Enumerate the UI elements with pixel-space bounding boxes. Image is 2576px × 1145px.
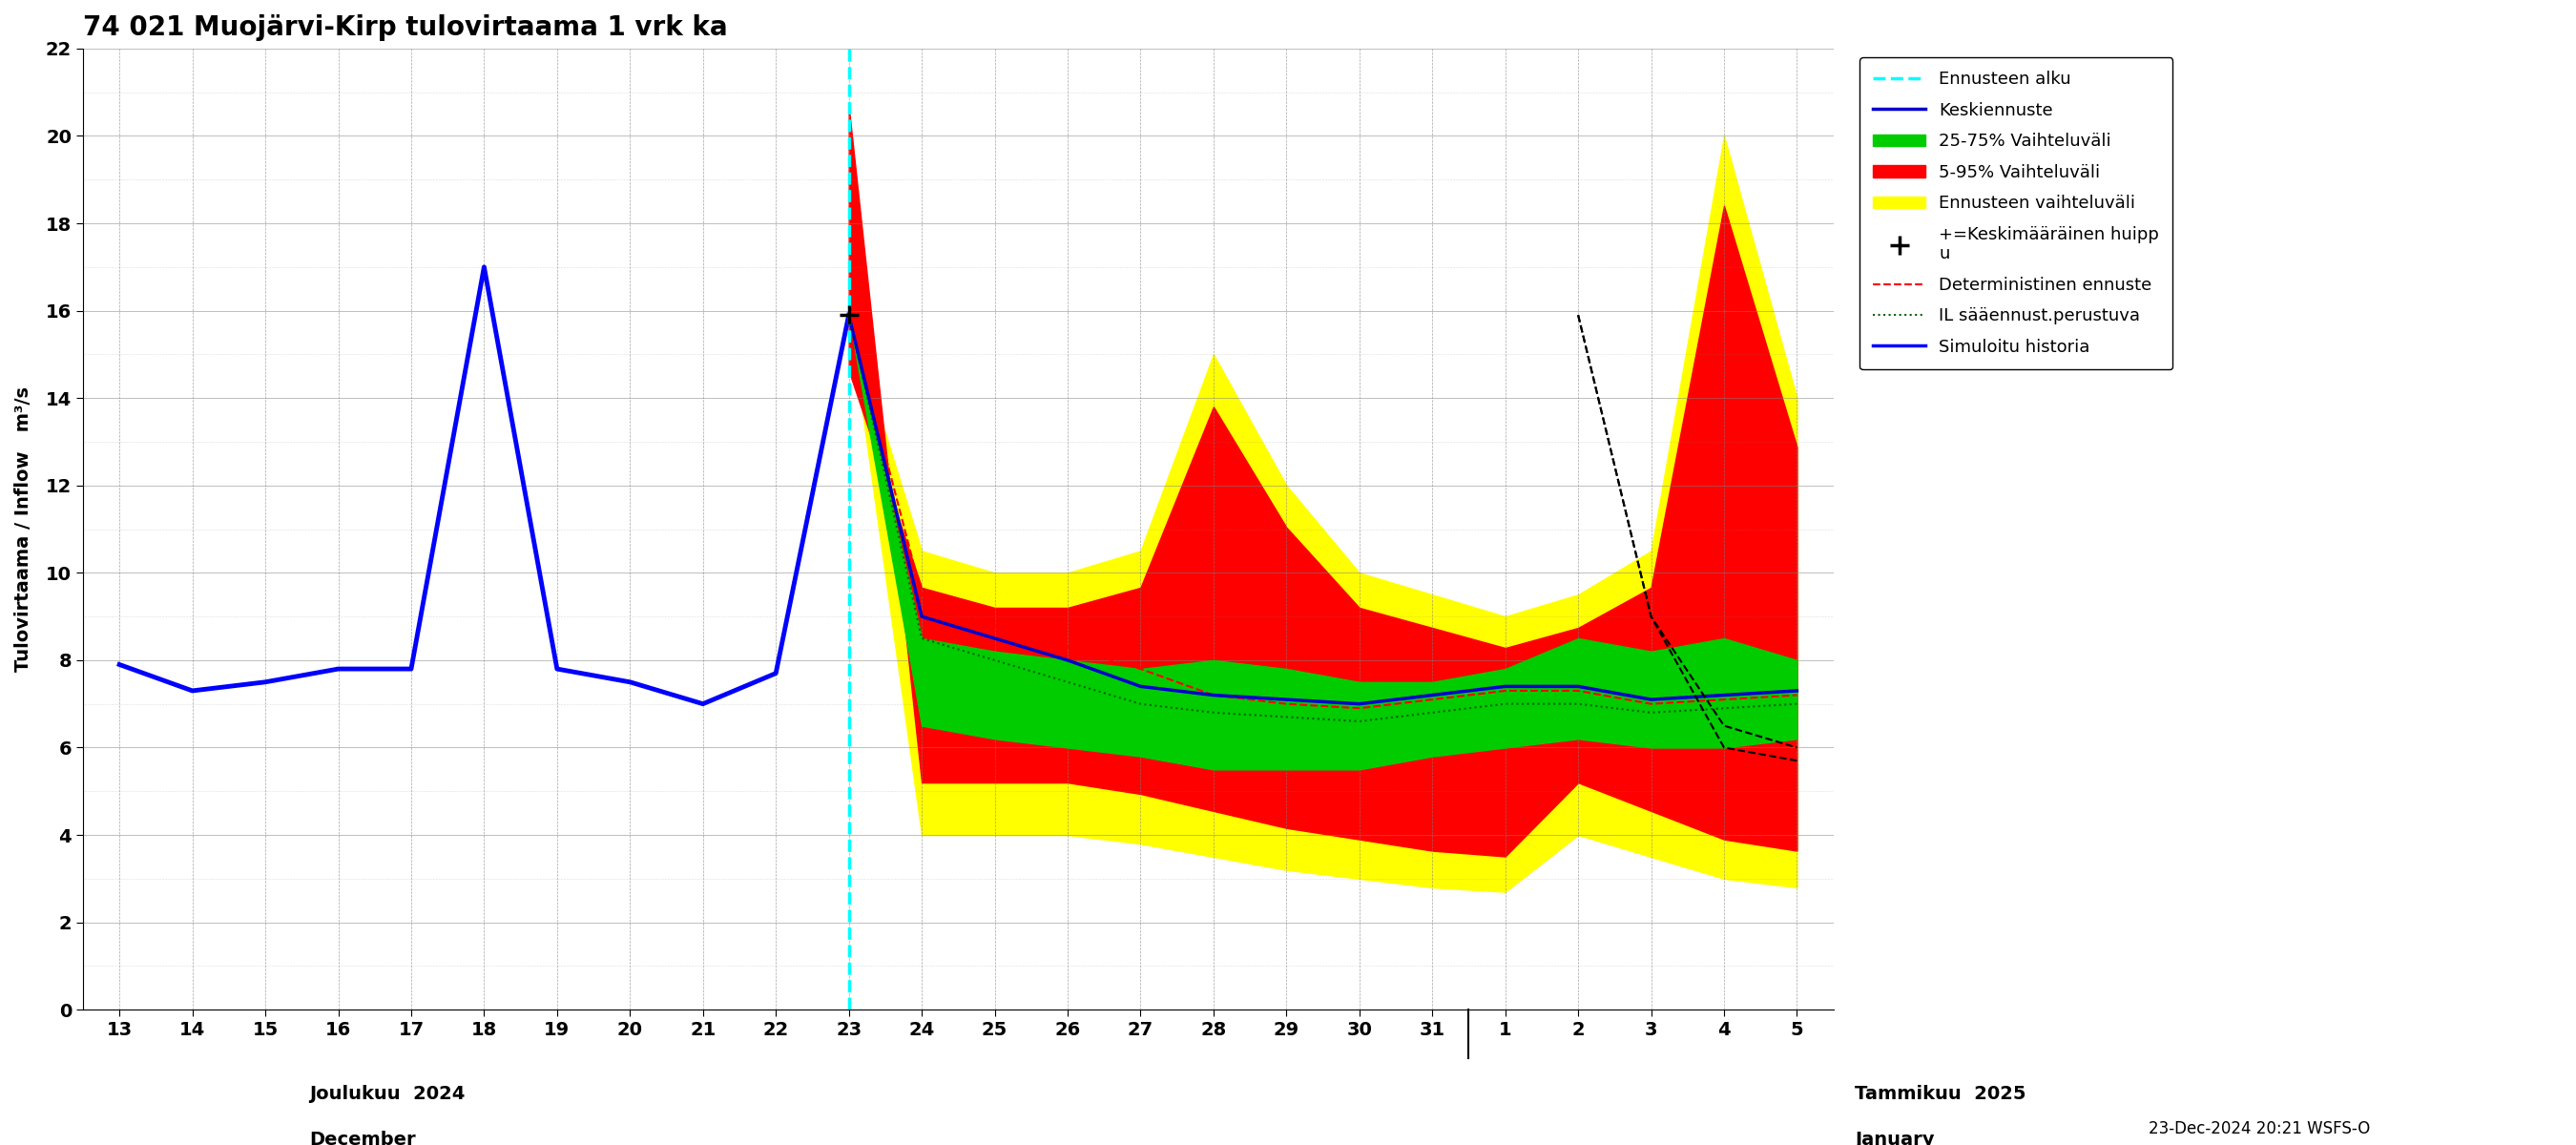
Text: 74 021 Muojärvi-Kirp tulovirtaama 1 vrk ka: 74 021 Muojärvi-Kirp tulovirtaama 1 vrk … xyxy=(82,14,726,41)
Text: January: January xyxy=(1855,1131,1935,1145)
Text: Joulukuu  2024: Joulukuu 2024 xyxy=(309,1085,466,1103)
Text: Tammikuu  2025: Tammikuu 2025 xyxy=(1855,1085,2025,1103)
Text: 23-Dec-2024 20:21 WSFS-O: 23-Dec-2024 20:21 WSFS-O xyxy=(2148,1120,2370,1137)
Y-axis label: Tulovirtaama / Inflow   m³/s: Tulovirtaama / Inflow m³/s xyxy=(15,387,33,672)
Text: December: December xyxy=(309,1131,415,1145)
Legend: Ennusteen alku, Keskiennuste, 25-75% Vaihteluväli, 5-95% Vaihteluväli, Ennusteen: Ennusteen alku, Keskiennuste, 25-75% Vai… xyxy=(1860,57,2172,370)
